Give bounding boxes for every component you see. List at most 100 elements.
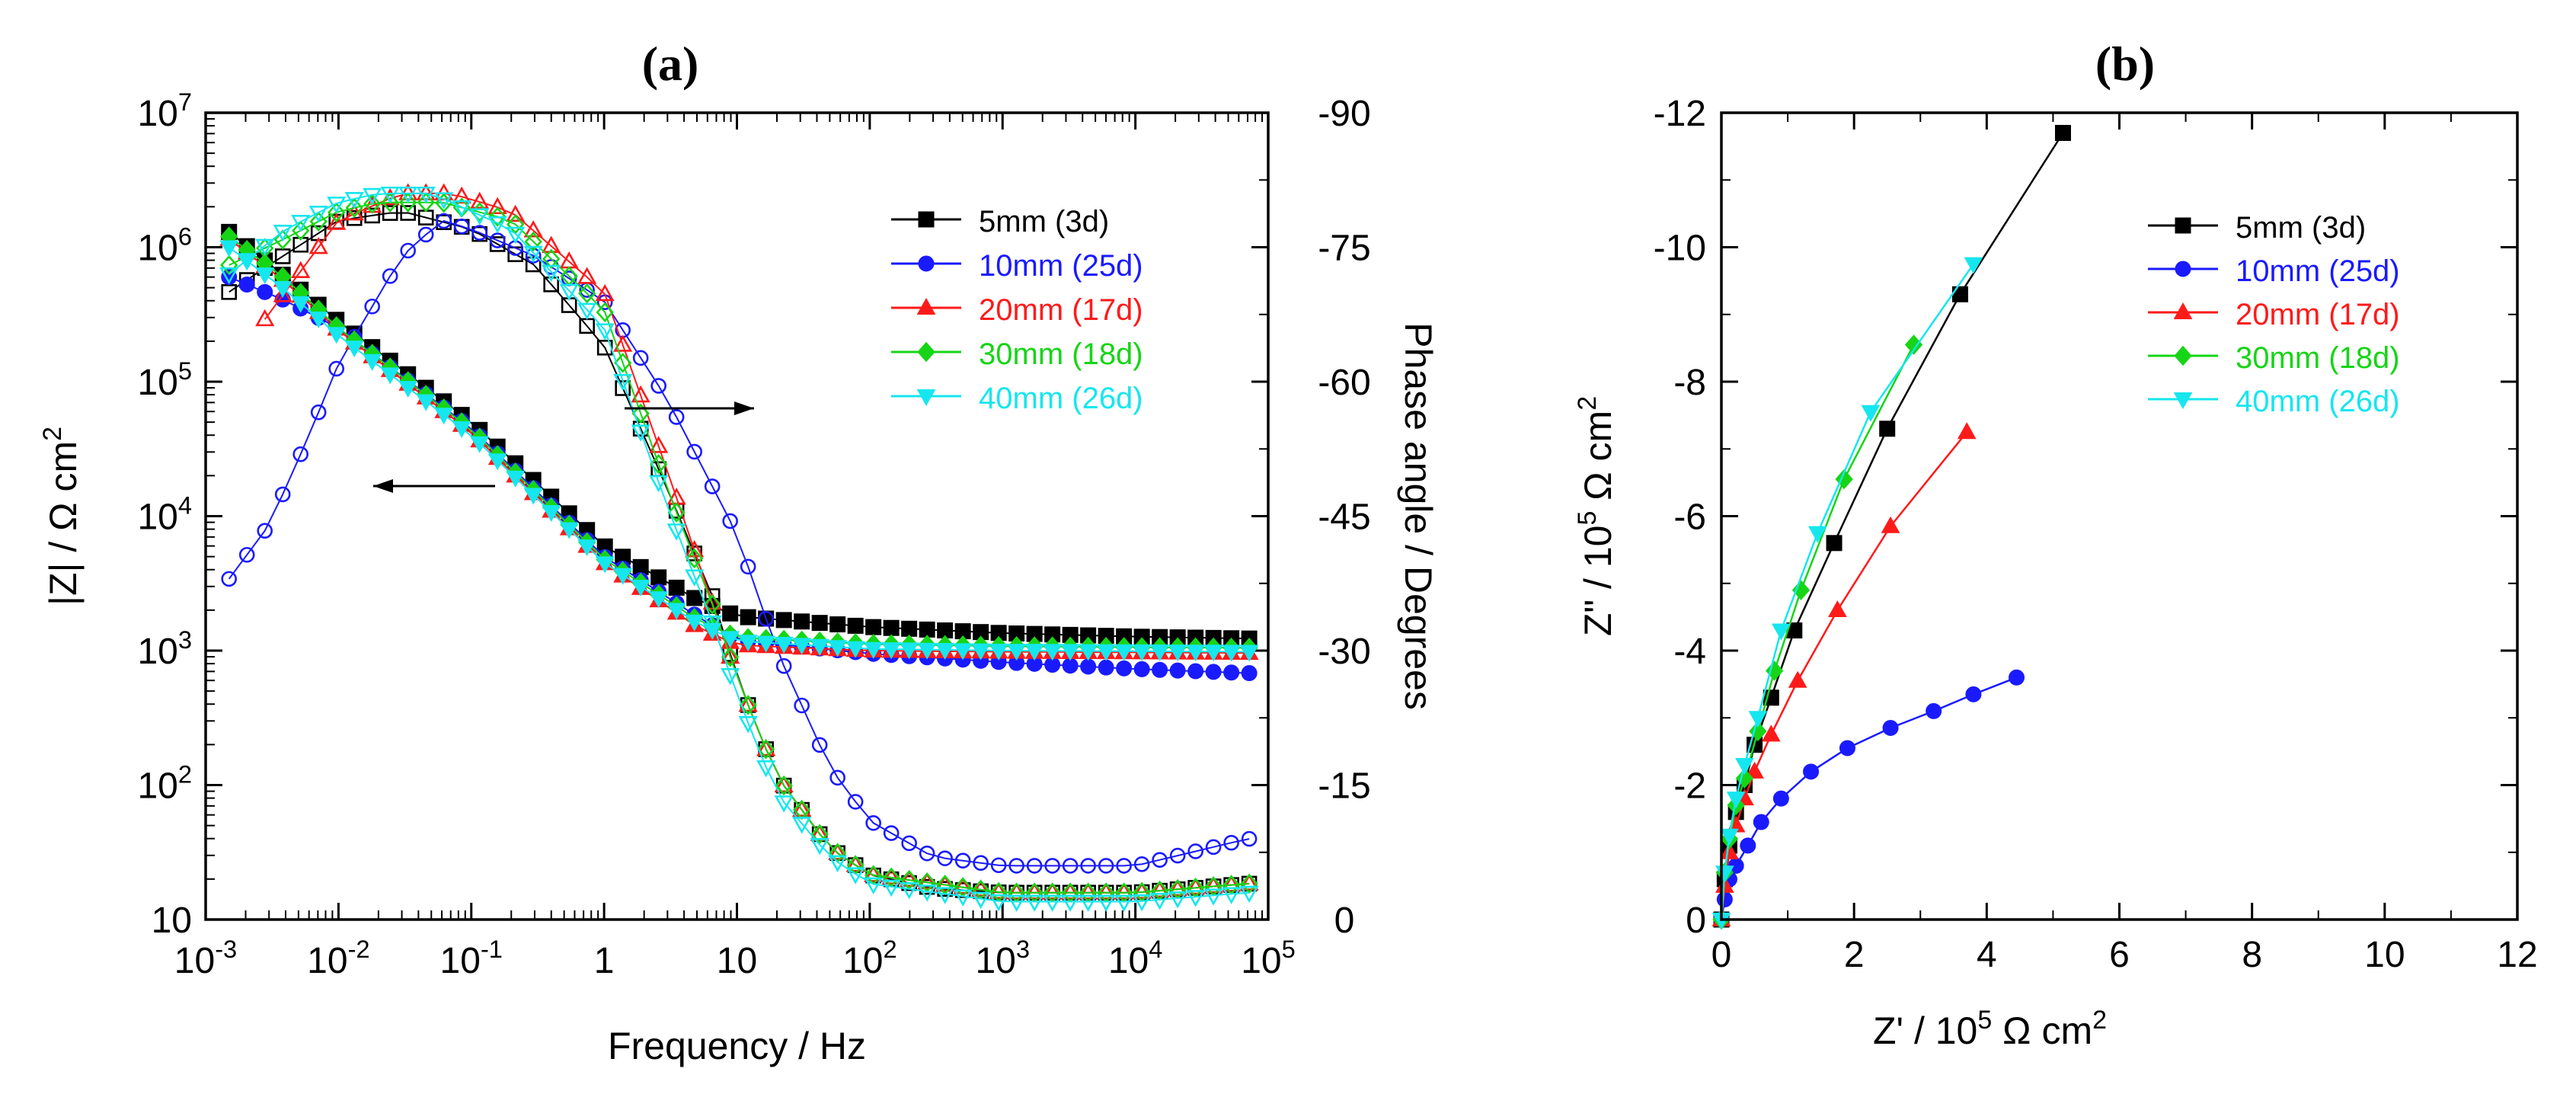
phase-point xyxy=(792,799,812,817)
phase-point xyxy=(1096,882,1116,900)
phase-point xyxy=(1241,830,1258,847)
panel-a-label: (a) xyxy=(642,37,699,91)
y-tick-label: 105 xyxy=(137,357,192,403)
phase-point xyxy=(221,571,238,587)
modulus-point xyxy=(740,609,756,625)
phase-point xyxy=(632,350,649,366)
modulus-point xyxy=(219,240,239,258)
phase-point xyxy=(1203,888,1223,906)
nyquist-point xyxy=(1766,661,1784,681)
nyquist-point xyxy=(1726,792,1746,809)
nyquist-point xyxy=(1964,257,1983,274)
y-tick-label: -12 xyxy=(1654,94,1706,134)
x-tick-label: 102 xyxy=(842,935,897,981)
phase-point xyxy=(666,523,686,541)
legend-label: 10mm (25d) xyxy=(979,249,1143,283)
modulus-point xyxy=(255,267,275,285)
phase-point xyxy=(828,843,848,860)
phase-point xyxy=(953,889,973,907)
modulus-point xyxy=(845,641,865,658)
phase-point xyxy=(613,373,633,392)
phase-point xyxy=(344,192,364,210)
x-tick-label: 0 xyxy=(1711,935,1732,975)
phase-point xyxy=(364,298,380,315)
series-40mm-26d- xyxy=(219,186,1259,912)
legend-label: 20mm (17d) xyxy=(2236,298,2400,331)
nyquist-point xyxy=(1735,768,1754,789)
phase-point xyxy=(488,206,507,227)
modulus-point xyxy=(1133,661,1150,677)
y2-tick-label: 0 xyxy=(1334,900,1355,941)
phase-point xyxy=(292,446,309,462)
phase-point xyxy=(398,186,418,204)
nyquist-point xyxy=(1745,761,1764,779)
phase-point xyxy=(685,569,705,587)
nyquist-point xyxy=(1753,814,1769,830)
phase-point xyxy=(1186,890,1206,907)
x-tick-label: 10-2 xyxy=(307,935,369,981)
phase-point xyxy=(1169,847,1186,864)
phase-point xyxy=(1222,875,1242,892)
modulus-point xyxy=(1132,644,1152,661)
x-tick-label: 6 xyxy=(2109,935,2130,975)
phase-point xyxy=(990,857,1007,874)
nyquist-point xyxy=(1803,763,1820,780)
modulus-point xyxy=(685,614,705,632)
nyquist-point xyxy=(1748,711,1768,728)
phase-point xyxy=(810,837,829,856)
nyquist-point xyxy=(1720,828,1739,846)
modulus-point xyxy=(416,394,436,411)
phase-point xyxy=(452,200,471,218)
phase-point xyxy=(417,226,434,243)
modulus-point xyxy=(1205,664,1222,680)
phase-point xyxy=(382,268,398,284)
modulus-point xyxy=(1024,644,1044,661)
phase-point xyxy=(757,739,775,760)
legend-marker xyxy=(916,297,936,315)
y-tick-label: -4 xyxy=(1673,632,1706,672)
phase-point xyxy=(525,256,542,273)
phase-point xyxy=(471,225,487,241)
modulus-point xyxy=(452,421,471,438)
phase-point xyxy=(1044,858,1060,874)
modulus-point xyxy=(1169,662,1186,679)
phase-point xyxy=(864,865,884,882)
phase-point xyxy=(668,409,685,425)
phase-point xyxy=(470,208,490,226)
phase-point xyxy=(901,835,917,852)
modulus-point xyxy=(631,579,650,597)
legend-marker xyxy=(2173,302,2193,319)
arrow-to-right-axis-head xyxy=(734,401,754,415)
phase-point xyxy=(417,192,435,213)
legend-label: 20mm (17d) xyxy=(979,293,1143,327)
modulus-point xyxy=(829,616,846,633)
modulus-point xyxy=(380,367,400,385)
phase-point xyxy=(1114,894,1134,912)
modulus-point xyxy=(1114,644,1133,661)
phase-point xyxy=(900,881,919,900)
phase-point xyxy=(255,309,275,327)
y-tick-label: 0 xyxy=(1686,900,1706,941)
nyquist-point xyxy=(1740,837,1756,854)
plot-frame-a xyxy=(204,111,1270,921)
legend-marker xyxy=(2174,345,2192,366)
panel-a-bode-plot: (a) 10-3 10-2 10-1 1 10 102 103 104 105 107 106 105 1… xyxy=(38,37,1440,1067)
y-tick-label: -8 xyxy=(1673,363,1706,403)
modulus-point xyxy=(686,590,703,606)
phase-point xyxy=(238,546,255,563)
phase-point xyxy=(847,794,864,810)
modulus-point xyxy=(506,470,526,488)
legend-label: 40mm (26d) xyxy=(979,382,1143,415)
phase-point xyxy=(219,267,239,285)
modulus-point xyxy=(398,380,418,398)
phase-point xyxy=(704,478,721,494)
y-tick-label: -2 xyxy=(1673,766,1706,807)
legend-a: 5mm (3d) 10mm (25d) 20mm (17d) 30mm (18d) 40… xyxy=(891,205,1143,415)
y2-tick-label: -90 xyxy=(1318,94,1370,134)
phase-point xyxy=(954,852,971,868)
phase-point xyxy=(327,197,347,214)
modulus-point xyxy=(756,635,776,653)
phase-point xyxy=(382,205,398,221)
modulus-point xyxy=(917,642,937,660)
